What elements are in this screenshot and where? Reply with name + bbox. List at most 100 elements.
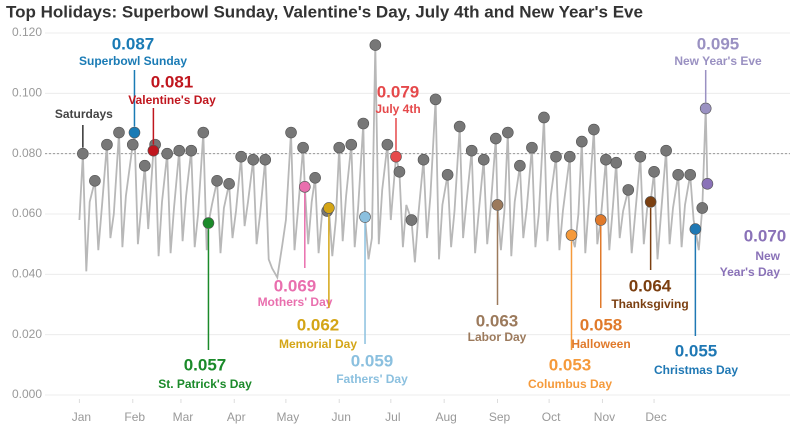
value-label: 0.079 <box>377 82 420 101</box>
saturday-point <box>77 147 89 160</box>
value-label: 0.087 <box>112 34 155 53</box>
value-label: 0.081 <box>151 72 194 91</box>
saturday-point <box>101 138 113 151</box>
saturday-point <box>197 126 210 139</box>
value-label: 0.095 <box>697 34 740 53</box>
saturday-point <box>309 172 321 184</box>
saturday-point <box>576 135 588 148</box>
saturday-point <box>247 153 259 166</box>
value-label: 0.062 <box>297 315 340 334</box>
saturday-point <box>211 175 223 187</box>
holiday-point <box>699 102 712 115</box>
saturday-point <box>429 93 442 106</box>
x-tick-label: Apr <box>227 410 246 424</box>
holiday-name: New Year's Day <box>719 249 780 279</box>
holiday-point <box>299 181 311 193</box>
x-tick-label: Jul <box>385 410 400 424</box>
saturday-point <box>333 141 346 154</box>
holiday-point <box>147 144 160 157</box>
holiday-name: Valentine's Day <box>128 93 216 107</box>
holiday-name: July 4th <box>375 102 420 116</box>
x-tick-label: Nov <box>594 410 615 424</box>
holiday-name: Mothers' Day <box>258 295 333 309</box>
holiday-point <box>491 199 504 211</box>
saturday-point <box>453 120 466 133</box>
saturdays-label: Saturdays <box>55 107 113 121</box>
holiday-point <box>594 214 607 226</box>
saturday-point <box>648 165 660 178</box>
x-tick-label: Mar <box>173 410 194 424</box>
holiday-name: Christmas Day <box>654 363 738 377</box>
saturday-point <box>660 144 672 157</box>
value-label: 0.063 <box>476 311 519 330</box>
holiday-point <box>701 178 714 190</box>
saturday-point <box>285 126 297 139</box>
saturday-point <box>369 39 382 51</box>
value-label: 0.064 <box>629 276 672 295</box>
holiday-point <box>323 202 335 214</box>
x-tick-label: Jan <box>72 410 91 424</box>
holiday-name: Superbowl Sunday <box>79 54 187 68</box>
saturday-point <box>538 111 550 124</box>
x-tick-label: Feb <box>124 410 145 424</box>
saturday-point <box>600 153 612 166</box>
holiday-name: Halloween <box>571 337 630 351</box>
saturday-point <box>113 126 125 139</box>
holiday-point <box>202 217 215 229</box>
x-tick-label: Oct <box>542 410 561 424</box>
saturday-point <box>514 159 526 172</box>
holiday-name: New Year's Eve <box>674 54 762 68</box>
saturday-point <box>465 144 478 157</box>
y-tick-label: 0.100 <box>12 86 42 100</box>
holiday-point <box>689 223 702 235</box>
saturday-point <box>417 153 430 166</box>
saturday-point <box>441 168 454 181</box>
saturday-point <box>610 156 623 169</box>
saturday-point <box>672 168 684 181</box>
holiday-name: Memorial Day <box>279 337 357 351</box>
holiday-name: Columbus Day <box>528 377 612 391</box>
value-label: 0.069 <box>274 276 317 295</box>
saturday-point <box>405 214 418 226</box>
saturday-point <box>684 168 697 181</box>
value-label: 0.058 <box>580 315 623 334</box>
saturday-point <box>477 153 490 166</box>
saturday-point <box>550 150 562 163</box>
holiday-point <box>359 211 371 223</box>
data-line <box>78 45 709 281</box>
holiday-point <box>565 229 578 241</box>
saturday-point <box>259 153 272 166</box>
y-tick-label: 0.080 <box>12 146 42 160</box>
value-label: 0.055 <box>675 341 718 360</box>
saturday-point <box>588 123 600 136</box>
value-label: 0.057 <box>184 355 227 374</box>
holiday-name: Labor Day <box>468 330 527 344</box>
saturday-point <box>634 150 647 163</box>
saturday-point <box>345 138 358 151</box>
saturday-point <box>297 141 309 154</box>
y-tick-label: 0.020 <box>12 327 42 341</box>
x-tick-label: May <box>277 410 300 424</box>
saturday-point <box>357 117 370 130</box>
saturday-point <box>223 178 235 190</box>
holiday-name: Fathers' Day <box>336 372 408 386</box>
saturday-point <box>235 150 247 163</box>
y-tick-label: 0.000 <box>12 387 42 401</box>
saturday-point <box>393 165 406 178</box>
saturday-point <box>489 132 502 145</box>
saturday-point <box>563 150 576 163</box>
holiday-name: St. Patrick's Day <box>158 377 252 391</box>
saturday-point <box>381 138 394 151</box>
saturday-point <box>89 175 101 187</box>
y-tick-label: 0.120 <box>12 25 42 39</box>
x-tick-label: Aug <box>435 410 456 424</box>
x-tick-label: Sep <box>489 410 511 424</box>
value-label: 0.070 <box>744 226 787 245</box>
x-tick-label: Dec <box>645 410 666 424</box>
y-tick-label: 0.060 <box>12 206 42 220</box>
value-label: 0.053 <box>549 355 592 374</box>
saturday-point <box>185 144 198 157</box>
holiday-name: Thanksgiving <box>611 297 688 311</box>
chart-title: Top Holidays: Superbowl Sunday, Valentin… <box>6 2 643 21</box>
saturday-point <box>138 159 151 172</box>
